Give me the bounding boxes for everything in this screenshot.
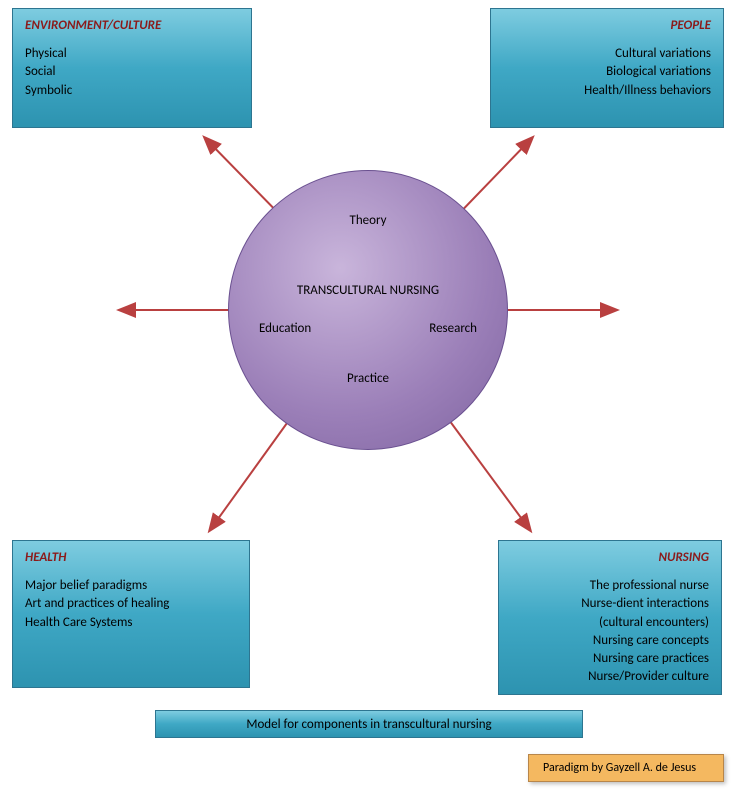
box-item: Major belief paradigms: [25, 577, 237, 595]
box-items: The professional nurseNurse-dient intera…: [511, 577, 709, 686]
box-nursing: NURSING The professional nurseNurse-dien…: [498, 540, 722, 695]
box-item: Art and practices of healing: [25, 595, 237, 613]
box-item: Symbolic: [25, 82, 239, 100]
box-item: Nursing care practices: [511, 650, 709, 668]
box-title: PEOPLE: [503, 17, 711, 35]
box-item: Health Care Systems: [25, 614, 237, 632]
box-item: Nurse-dient interactions: [511, 595, 709, 613]
box-title: HEALTH: [25, 549, 237, 567]
box-title: NURSING: [511, 549, 709, 567]
caption-text: Model for components in transcultural nu…: [246, 717, 491, 732]
box-item: Health/Illness behaviors: [503, 82, 711, 100]
circle-label-practice: Practice: [229, 371, 507, 386]
circle-label-research: Research: [429, 321, 477, 336]
paradigm-credit: Paradigm by Gayzell A. de Jesus: [528, 754, 724, 782]
box-item: Nurse/Provider culture: [511, 668, 709, 686]
box-health: HEALTH Major belief paradigmsArt and pra…: [12, 540, 250, 688]
circle-label-education: Education: [259, 321, 311, 336]
center-circle: Theory TRANSCULTURAL NURSING Education R…: [228, 170, 508, 450]
box-items: PhysicalSocialSymbolic: [25, 45, 239, 100]
box-items: Cultural variationsBiological variations…: [503, 45, 711, 100]
box-item: Social: [25, 63, 239, 81]
box-item: The professional nurse: [511, 577, 709, 595]
box-item: (cultural encounters): [511, 614, 709, 632]
circle-label-theory: Theory: [229, 213, 507, 228]
box-item: Nursing care concepts: [511, 632, 709, 650]
box-title: ENVIRONMENT/CULTURE: [25, 17, 239, 35]
box-environment-culture: ENVIRONMENT/CULTURE PhysicalSocialSymbol…: [12, 8, 252, 128]
circle-center-label: TRANSCULTURAL NURSING: [229, 283, 507, 298]
arrow-to-bottom-right: [438, 405, 530, 530]
box-people: PEOPLE Cultural variationsBiological var…: [490, 8, 724, 128]
caption-model: Model for components in transcultural nu…: [155, 710, 583, 738]
paradigm-text: Paradigm by Gayzell A. de Jesus: [543, 761, 696, 775]
box-items: Major belief paradigmsArt and practices …: [25, 577, 237, 632]
box-item: Physical: [25, 45, 239, 63]
box-item: Cultural variations: [503, 45, 711, 63]
box-item: Biological variations: [503, 63, 711, 81]
